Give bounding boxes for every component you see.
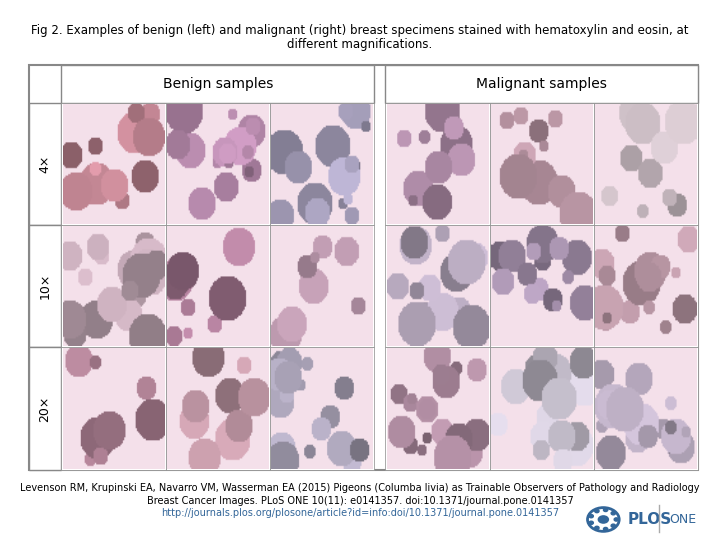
Bar xyxy=(270,103,374,225)
Bar xyxy=(29,103,61,225)
Text: Breast Cancer Images. PLoS ONE 10(11): e0141357. doi:10.1371/journal.pone.014135: Breast Cancer Images. PLoS ONE 10(11): e… xyxy=(147,496,573,506)
Bar xyxy=(385,65,698,103)
Bar xyxy=(594,347,698,470)
Bar xyxy=(490,103,594,225)
Text: 10×: 10× xyxy=(38,273,52,299)
Bar xyxy=(166,103,270,225)
Bar xyxy=(270,347,374,470)
Circle shape xyxy=(603,508,608,511)
Bar xyxy=(29,225,61,347)
Bar xyxy=(61,225,166,347)
Text: ONE: ONE xyxy=(670,513,697,526)
Bar xyxy=(29,65,698,470)
Bar xyxy=(385,103,490,225)
Bar xyxy=(594,225,698,347)
Bar xyxy=(594,103,698,225)
Bar xyxy=(490,347,594,470)
Circle shape xyxy=(611,524,616,528)
Circle shape xyxy=(589,521,593,524)
Bar xyxy=(166,225,270,347)
Bar xyxy=(270,225,374,347)
Text: 4×: 4× xyxy=(38,154,52,173)
Bar xyxy=(61,65,374,103)
Circle shape xyxy=(595,509,599,512)
Text: Benign samples: Benign samples xyxy=(163,77,273,91)
Text: 20×: 20× xyxy=(38,395,52,422)
Circle shape xyxy=(598,515,609,524)
Bar xyxy=(29,347,61,470)
Text: Levenson RM, Krupinski EA, Navarro VM, Wasserman EA (2015) Pigeons (Columba livi: Levenson RM, Krupinski EA, Navarro VM, W… xyxy=(20,483,700,494)
Text: Fig 2. Examples of benign (left) and malignant (right) breast specimens stained : Fig 2. Examples of benign (left) and mal… xyxy=(31,24,689,37)
Text: http://journals.plos.org/plosone/article?id=info:doi/10.1371/journal.pone.014135: http://journals.plos.org/plosone/article… xyxy=(161,508,559,518)
Bar xyxy=(385,225,490,347)
Bar xyxy=(166,347,270,470)
Circle shape xyxy=(603,528,608,531)
Text: different magnifications.: different magnifications. xyxy=(287,38,433,51)
Circle shape xyxy=(589,515,593,518)
Circle shape xyxy=(611,511,616,515)
Bar xyxy=(61,347,166,470)
Text: PLOS: PLOS xyxy=(628,512,672,527)
Circle shape xyxy=(595,526,599,530)
Text: Malignant samples: Malignant samples xyxy=(477,77,607,91)
Circle shape xyxy=(614,518,618,521)
Bar xyxy=(385,347,490,470)
Bar xyxy=(61,103,166,225)
Bar xyxy=(490,225,594,347)
